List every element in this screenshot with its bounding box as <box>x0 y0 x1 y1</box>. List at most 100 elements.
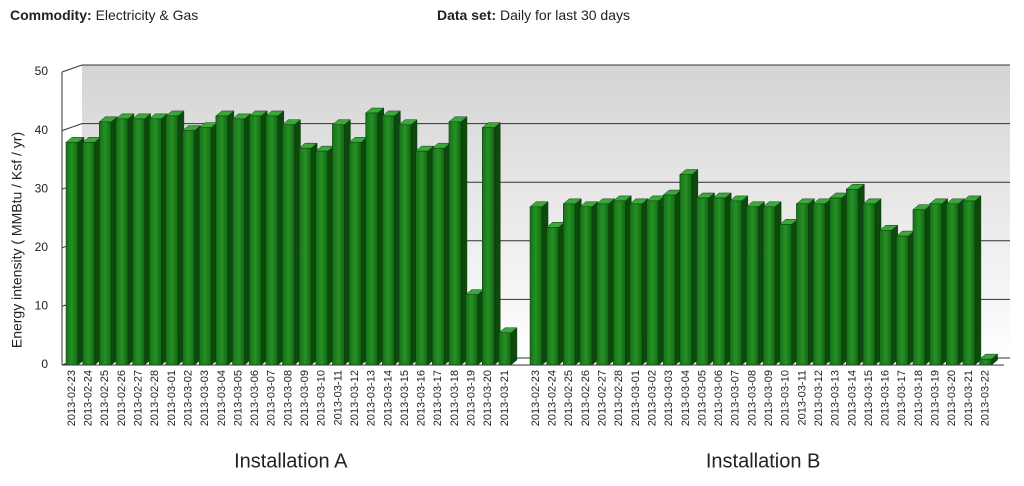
bar-side <box>974 195 982 366</box>
x-tick-label: 2013-03-13 <box>830 370 842 426</box>
x-tick-label: 2013-03-06 <box>713 370 725 426</box>
bar <box>132 118 145 366</box>
bar <box>99 121 112 366</box>
bar <box>115 118 129 366</box>
x-tick-label: 2013-03-07 <box>266 370 278 426</box>
x-tick-label: 2013-03-03 <box>199 370 211 426</box>
bar <box>432 147 445 366</box>
x-tick-label: 2013-02-25 <box>99 370 111 426</box>
x-tick-label: 2013-03-21 <box>963 370 975 426</box>
bar <box>365 112 378 366</box>
grid-line <box>61 123 1010 132</box>
bar <box>879 229 892 366</box>
x-tick-label: 2013-03-15 <box>399 370 411 426</box>
bar <box>282 124 295 366</box>
bar <box>812 203 826 366</box>
y-tick-label: 40 <box>35 123 49 137</box>
bar <box>629 203 643 366</box>
y-tick-label: 20 <box>35 240 49 254</box>
x-tick-label: 2013-03-07 <box>730 370 742 426</box>
y-tick-label: 10 <box>35 299 49 313</box>
dataset-value: Daily for last 30 days <box>500 7 630 23</box>
x-tick-label: 2013-03-15 <box>863 370 875 426</box>
bar <box>332 124 345 366</box>
dataset-label: Data set: <box>437 7 497 23</box>
bar <box>646 200 659 366</box>
bar <box>929 203 942 366</box>
x-tick-label: 2013-02-27 <box>597 370 609 426</box>
x-tick-label: 2013-03-14 <box>382 370 394 426</box>
x-tick-label: 2013-03-20 <box>946 370 958 426</box>
bar <box>198 127 212 366</box>
group-label: Installation A <box>234 450 348 472</box>
bar <box>613 200 626 366</box>
x-tick-label: 2013-03-10 <box>780 370 792 426</box>
bar <box>979 358 992 366</box>
y-tick-label: 50 <box>35 64 49 78</box>
bar <box>265 115 279 366</box>
y-tick-label: 0 <box>41 357 48 371</box>
x-tick-label: 2013-02-26 <box>580 370 592 426</box>
x-tick-label: 2013-03-22 <box>979 370 991 426</box>
x-tick-label: 2013-03-01 <box>630 370 642 426</box>
group-label: Installation B <box>706 450 821 472</box>
bar <box>448 121 462 366</box>
bar <box>465 294 478 366</box>
x-tick-label: 2013-03-10 <box>316 370 328 426</box>
bar-side <box>510 327 518 366</box>
bar <box>596 203 609 366</box>
bar <box>579 206 593 366</box>
x-tick-label: 2013-03-05 <box>232 370 244 426</box>
x-tick-label: 2013-03-08 <box>282 370 294 426</box>
bar <box>248 115 262 366</box>
bar <box>846 188 859 366</box>
x-tick-label: 2013-02-23 <box>66 370 78 426</box>
bar <box>348 142 362 366</box>
x-tick-label: 2013-02-25 <box>563 370 575 426</box>
x-tick-label: 2013-03-11 <box>796 370 808 425</box>
x-tick-label: 2013-03-18 <box>913 370 925 426</box>
bar <box>382 115 395 366</box>
x-tick-label: 2013-03-18 <box>449 370 461 426</box>
bar <box>796 203 809 366</box>
x-tick-label: 2013-03-02 <box>182 370 194 426</box>
bar <box>712 197 726 366</box>
bar <box>563 203 576 366</box>
y-axis-label: Energy intensity ( MMBtu / Ksf / yr) <box>9 132 25 348</box>
x-tick-label: 2013-03-16 <box>416 370 428 426</box>
bar <box>315 150 328 366</box>
x-tick-label: 2013-03-17 <box>432 370 444 426</box>
y-tick-label: 30 <box>35 181 49 195</box>
commodity-value: Electricity & Gas <box>95 7 199 23</box>
x-tick-label: 2013-02-28 <box>149 370 161 426</box>
x-tick-label: 2013-03-16 <box>880 370 892 426</box>
x-tick-label: 2013-03-08 <box>746 370 758 426</box>
bar <box>232 118 245 366</box>
x-tick-label: 2013-03-12 <box>813 370 825 426</box>
commodity-field: Commodity: Electricity & Gas <box>10 7 198 23</box>
bar <box>896 235 909 366</box>
bar <box>215 115 229 366</box>
x-tick-label: 2013-03-14 <box>846 370 858 426</box>
bar <box>298 147 312 366</box>
bar-side <box>494 122 501 366</box>
bar <box>165 115 179 366</box>
x-tick-label: 2013-03-04 <box>680 370 692 426</box>
x-tick-label: 2013-03-13 <box>366 370 378 426</box>
bar <box>398 124 412 366</box>
bar <box>696 197 709 366</box>
bar <box>912 209 926 366</box>
commodity-label: Commodity: <box>10 7 92 23</box>
x-tick-label: 2013-02-27 <box>133 370 145 426</box>
x-tick-label: 2013-03-03 <box>663 370 675 426</box>
bar <box>498 332 512 366</box>
x-tick-label: 2013-03-11 <box>332 370 344 425</box>
x-tick-label: 2013-03-17 <box>896 370 908 426</box>
bar <box>82 142 95 366</box>
bar <box>946 203 959 366</box>
x-tick-label: 2013-02-24 <box>547 370 559 426</box>
dataset-field: Data set: Daily for last 30 days <box>437 7 630 23</box>
x-tick-label: 2013-03-19 <box>466 370 478 426</box>
